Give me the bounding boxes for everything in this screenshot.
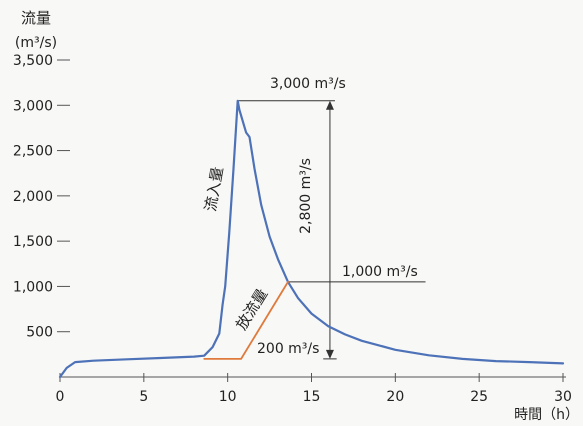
x-tick-label: 10 xyxy=(219,389,237,405)
annotation-lines xyxy=(237,100,426,360)
y-tick-label: 1,000 xyxy=(13,279,53,295)
outflow-line xyxy=(203,280,289,360)
axes: 0 5 10 15 20 25 30 500 1,000 1,500 2,000 2,500 3,000… xyxy=(13,53,572,405)
y-tick-label: 500 xyxy=(26,325,53,341)
max-outflow-label: 1,000 m³/s xyxy=(342,264,418,280)
y-tick-label: 2,500 xyxy=(13,144,53,160)
outflow-curve-label: 放流量 xyxy=(232,285,271,333)
x-axis-title: 時間（h） xyxy=(514,407,579,423)
x-tick-label: 30 xyxy=(554,389,572,405)
difference-label: 2,800 m³/s xyxy=(298,158,314,234)
arrowhead-down xyxy=(325,349,334,359)
y-tick-label: 3,500 xyxy=(13,53,53,69)
x-tick-label: 15 xyxy=(303,389,321,405)
y-tick-label: 1,500 xyxy=(13,234,53,250)
y-tick-label: 3,000 xyxy=(13,98,53,114)
inflow-curve-label: 流入量 xyxy=(201,165,227,212)
x-tick-label: 25 xyxy=(470,389,488,405)
inflow-line xyxy=(58,99,565,379)
peak-inflow-label: 3,000 m³/s xyxy=(270,76,346,92)
x-tick-label: 5 xyxy=(139,389,148,405)
x-tick-label: 0 xyxy=(56,389,65,405)
x-tick-label: 20 xyxy=(386,389,404,405)
y-axis-title: 流量 xyxy=(21,9,51,27)
series-layer xyxy=(58,99,565,379)
y-axis-unit: (m³/s) xyxy=(15,35,57,51)
y-tick-label: 2,000 xyxy=(13,189,53,205)
arrowhead-up xyxy=(325,100,334,110)
base-outflow-label: 200 m³/s xyxy=(257,341,319,357)
